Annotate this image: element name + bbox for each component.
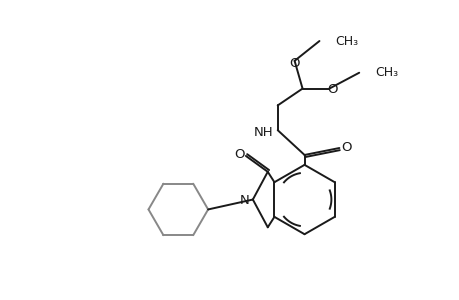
Text: O: O bbox=[326, 83, 337, 96]
Text: NH: NH bbox=[253, 126, 273, 139]
Text: CH₃: CH₃ bbox=[335, 34, 358, 47]
Text: O: O bbox=[340, 140, 351, 154]
Text: O: O bbox=[234, 148, 245, 161]
Text: O: O bbox=[289, 57, 299, 70]
Text: CH₃: CH₃ bbox=[374, 66, 397, 79]
Text: N: N bbox=[240, 194, 249, 207]
